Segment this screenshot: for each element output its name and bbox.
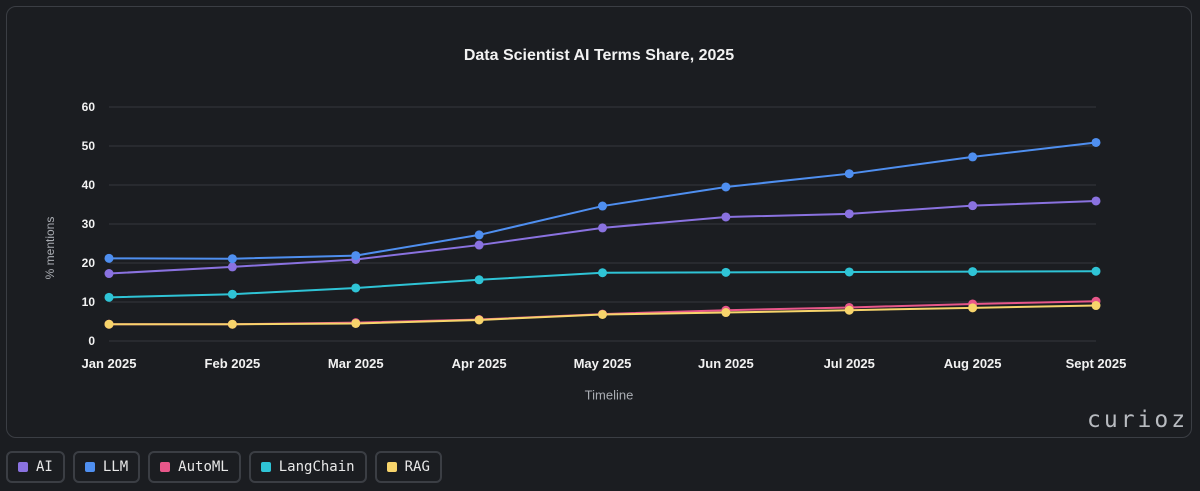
point-langchain xyxy=(227,289,237,299)
point-langchain xyxy=(598,268,607,278)
legend: AI LLM AutoML LangChain RAG xyxy=(6,451,442,483)
legend-item-rag[interactable]: RAG xyxy=(374,451,442,483)
point-rag xyxy=(351,318,361,328)
point-rag xyxy=(598,309,607,319)
x-tick-label: Jul 2025 xyxy=(824,356,875,371)
series-lines xyxy=(108,141,1097,326)
chart-card: 0 10 20 30 40 50 60 Jan 2025 Feb 2025 Mar 2025 Ap… xyxy=(6,6,1192,438)
point-llm xyxy=(227,254,237,264)
point-llm xyxy=(721,182,731,192)
point-rag xyxy=(227,319,237,329)
point-ai xyxy=(474,240,484,250)
y-tick-label: 30 xyxy=(82,217,96,231)
x-tick-label: Jan 2025 xyxy=(82,356,137,371)
legend-swatch xyxy=(84,462,95,472)
point-langchain xyxy=(351,283,361,293)
legend-item-llm[interactable]: LLM xyxy=(72,451,141,483)
point-ai xyxy=(968,201,978,211)
point-ai xyxy=(227,262,237,272)
legend-label: AI xyxy=(36,459,53,475)
point-ai xyxy=(721,212,731,222)
legend-swatch xyxy=(386,462,397,472)
point-rag xyxy=(721,308,731,318)
point-llm xyxy=(104,253,114,263)
point-langchain xyxy=(474,275,484,285)
point-llm xyxy=(968,152,978,162)
series-line-llm xyxy=(108,141,1097,260)
legend-swatch xyxy=(160,462,171,472)
series-points xyxy=(104,137,1101,329)
y-tick-label: 20 xyxy=(82,256,96,270)
point-ai xyxy=(1091,196,1101,206)
y-tick-label: 0 xyxy=(88,334,95,348)
point-rag xyxy=(474,315,484,325)
x-tick-label: Sept 2025 xyxy=(1066,356,1127,371)
point-llm xyxy=(1091,137,1101,147)
point-rag xyxy=(844,305,854,315)
point-rag xyxy=(1091,301,1101,311)
legend-swatch xyxy=(260,462,271,472)
curioz-logo: curioz xyxy=(1087,407,1189,433)
x-tick-label: Jun 2025 xyxy=(698,356,754,371)
legend-swatch xyxy=(18,462,28,472)
x-axis-label: Timeline xyxy=(584,387,634,403)
point-langchain xyxy=(104,292,114,302)
y-tick-label: 50 xyxy=(82,139,96,153)
point-ai xyxy=(598,223,607,233)
x-tick-label: Mar 2025 xyxy=(328,356,384,371)
point-langchain xyxy=(1091,266,1101,276)
y-tick-labels: 0 10 20 30 40 50 60 xyxy=(82,100,96,348)
legend-label: AutoML xyxy=(178,459,229,475)
grid-lines xyxy=(109,106,1096,342)
legend-label: RAG xyxy=(404,459,430,475)
x-tick-label: May 2025 xyxy=(574,356,632,371)
point-llm xyxy=(474,230,484,240)
line-chart: 0 10 20 30 40 50 60 Jan 2025 Feb 2025 Mar 2025 Ap… xyxy=(82,100,1127,371)
y-tick-label: 40 xyxy=(82,178,96,192)
x-tick-label: Feb 2025 xyxy=(205,356,261,371)
point-ai xyxy=(844,209,854,219)
point-rag xyxy=(968,303,978,313)
chart-title: Data Scientist AI Terms Share, 2025 xyxy=(463,47,735,64)
y-tick-label: 10 xyxy=(82,295,96,309)
x-tick-label: Aug 2025 xyxy=(944,356,1002,371)
point-llm xyxy=(844,169,854,179)
point-rag xyxy=(104,319,114,329)
y-tick-label: 60 xyxy=(82,100,96,114)
legend-item-automl[interactable]: AutoML xyxy=(148,451,241,483)
legend-item-langchain[interactable]: LangChain xyxy=(248,451,367,483)
point-ai xyxy=(104,269,114,279)
legend-item-ai[interactable]: AI xyxy=(6,451,65,483)
point-llm xyxy=(351,251,361,261)
point-langchain xyxy=(844,267,854,277)
point-llm xyxy=(598,201,607,211)
y-axis-label: % mentions xyxy=(43,216,57,280)
x-tick-labels: Jan 2025 Feb 2025 Mar 2025 Apr 2025 May 2025… xyxy=(82,356,1127,371)
legend-label: LangChain xyxy=(278,459,355,475)
legend-label: LLM xyxy=(102,459,129,475)
point-langchain xyxy=(968,267,978,277)
point-langchain xyxy=(721,267,731,277)
x-tick-label: Apr 2025 xyxy=(452,356,507,371)
